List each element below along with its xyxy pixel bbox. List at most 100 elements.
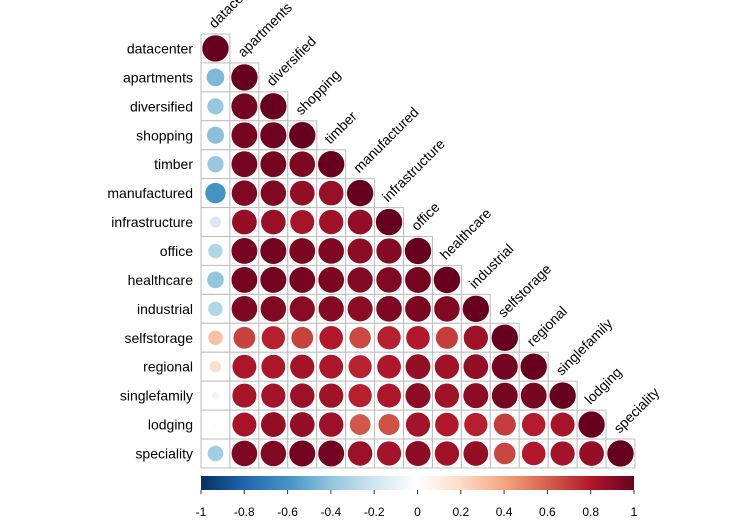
colorbar-tick-label: 0.4	[496, 505, 513, 519]
correlation-circle	[607, 440, 634, 467]
correlation-circle	[318, 180, 344, 206]
correlation-circle	[433, 266, 461, 294]
correlation-circle	[319, 354, 344, 379]
column-label: singlefamily	[552, 315, 615, 378]
correlation-circle	[231, 180, 258, 206]
row-label: timber	[154, 156, 193, 172]
correlation-circle	[579, 441, 604, 466]
column-label: speciality	[610, 384, 662, 436]
colorbar-tick-label: 0	[414, 505, 421, 519]
correlation-circle	[260, 93, 287, 120]
correlation-circle	[493, 442, 516, 465]
correlation-circle	[209, 216, 222, 228]
column-label: office	[408, 199, 443, 234]
correlation-circle	[348, 355, 372, 379]
correlation-circle	[491, 382, 518, 409]
correlation-circle	[231, 238, 258, 264]
colorbar-tick-label: 1	[631, 505, 638, 519]
correlation-circle	[290, 354, 315, 379]
correlation-circle	[209, 361, 222, 373]
correlation-circle	[260, 440, 287, 467]
correlation-circle	[289, 151, 316, 177]
correlation-circle	[376, 441, 402, 466]
correlation-circle	[349, 327, 371, 349]
row-label: manufactured	[107, 185, 193, 201]
correlation-circle	[347, 441, 373, 466]
correlation-circle	[434, 383, 460, 408]
correlation-circle	[377, 354, 401, 379]
column-label: datacenter	[205, 0, 263, 31]
correlation-circle	[260, 151, 287, 178]
correlation-circle	[205, 182, 226, 204]
correlation-circle	[520, 382, 547, 409]
correlation-circle	[317, 150, 345, 178]
correlation-circle	[289, 122, 316, 149]
correlation-circle	[463, 325, 489, 350]
colorbar-tick-label: -0.2	[364, 505, 385, 519]
correlation-circle	[208, 243, 223, 259]
correlation-circle	[405, 440, 431, 467]
colorbar-tick-label: -0.8	[234, 505, 255, 519]
correlation-circle	[231, 93, 258, 120]
correlation-circle	[404, 237, 432, 265]
correlation-circle	[289, 440, 316, 467]
correlation-circle	[260, 180, 287, 206]
correlation-circle	[207, 98, 224, 115]
correlation-circle	[232, 412, 257, 437]
correlation-circle	[289, 266, 316, 293]
column-label: shopping	[292, 66, 343, 117]
row-label: healthcare	[128, 272, 194, 288]
correlation-circle	[435, 412, 459, 437]
correlation-circle	[211, 391, 220, 400]
correlation-circle	[319, 209, 344, 235]
correlation-circle	[319, 325, 343, 350]
correlation-circle	[318, 440, 345, 467]
correlation-circle	[491, 353, 518, 380]
correlation-circle	[207, 156, 224, 173]
colorbar-gradient	[201, 476, 634, 490]
colorbar-tick-label: -0.6	[277, 505, 298, 519]
correlation-circle	[231, 296, 258, 322]
correlation-circle	[463, 354, 489, 380]
correlation-circle	[378, 413, 400, 436]
correlation-circle	[318, 412, 344, 437]
correlation-circle	[208, 330, 223, 345]
colorbar-tick-label: -1	[196, 505, 207, 519]
row-label: singlefamily	[120, 388, 193, 404]
correlation-circle	[346, 179, 374, 207]
correlation-circle	[231, 122, 258, 149]
correlation-circle	[290, 210, 315, 235]
row-label: diversified	[130, 98, 193, 114]
correlation-circle	[206, 68, 225, 87]
correlation-circle	[521, 412, 546, 437]
correlation-circle	[318, 238, 344, 264]
correlation-circle	[347, 209, 373, 235]
correlation-circle	[260, 266, 287, 293]
column-label: healthcare	[437, 205, 495, 263]
column-label: lodging	[581, 364, 624, 407]
correlation-circle	[578, 411, 605, 438]
correlation-circle	[261, 209, 286, 235]
column-label: apartments	[234, 0, 295, 60]
column-label: timber	[321, 108, 360, 147]
correlation-circle	[289, 296, 315, 322]
grid-cell	[200, 207, 231, 238]
colorbar: -1 -0.8 -0.6 -0.4 -0.2 0 0.2 0.4 0.6 0.8 1	[196, 476, 638, 519]
column-label: diversified	[263, 33, 319, 89]
column-label: industrial	[466, 241, 517, 292]
colorbar-tick-label: -0.4	[321, 505, 342, 519]
correlation-circle	[233, 326, 256, 349]
row-label: office	[160, 243, 193, 259]
correlation-circle	[232, 383, 257, 408]
correlation-circle	[231, 440, 258, 467]
correlation-circle	[377, 326, 401, 350]
correlation-circle	[434, 354, 460, 379]
correlation-circle	[405, 412, 431, 437]
correlation-circle	[347, 267, 373, 293]
correlation-circle	[549, 382, 576, 409]
correlation-circle	[349, 414, 371, 435]
correlation-circle	[376, 267, 402, 293]
correlation-circle	[347, 296, 373, 322]
correlation-circle	[406, 325, 430, 350]
